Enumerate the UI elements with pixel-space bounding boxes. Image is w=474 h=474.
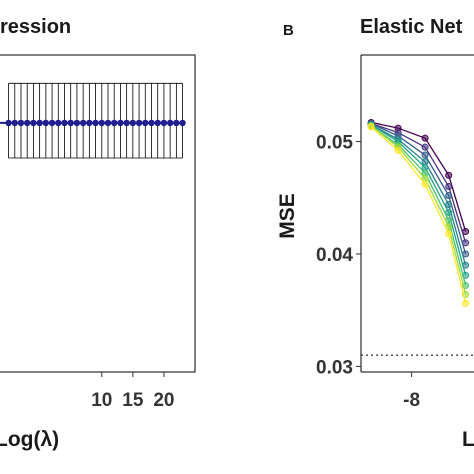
- right-series-point: [445, 230, 453, 238]
- left-mean-point: [24, 119, 31, 127]
- left-panel: ression 10 15 20 Log(λ): [0, 16, 196, 451]
- right-series-point: [445, 171, 453, 179]
- right-series-point: [421, 180, 429, 188]
- right-series-point: [445, 183, 453, 191]
- left-mean-point: [92, 119, 99, 127]
- left-mean-point: [160, 119, 168, 127]
- right-series-point: [421, 134, 429, 142]
- right-x-axis-label: L: [462, 428, 474, 451]
- right-series-point: [421, 169, 429, 177]
- left-mean-point: [154, 119, 161, 127]
- left-x-axis-ticks: 10 15 20: [91, 372, 174, 411]
- left-x-tick-label: 20: [153, 390, 174, 411]
- right-series-line: [370, 125, 467, 295]
- panel-letter-b: B: [283, 22, 294, 39]
- left-mean-point: [111, 119, 118, 127]
- right-y-tick-label: 0.03: [316, 357, 353, 378]
- right-series-group: [367, 118, 470, 307]
- left-mean-point: [86, 119, 93, 127]
- left-mean-point: [148, 119, 155, 127]
- left-x-tick-label: 15: [122, 390, 144, 411]
- left-mean-point: [173, 119, 180, 127]
- left-mean-point: [11, 119, 18, 127]
- left-mean-point: [36, 119, 43, 127]
- right-series-point: [421, 163, 429, 171]
- left-mean-point: [135, 119, 143, 127]
- left-mean-point: [179, 119, 186, 127]
- right-series-point: [421, 143, 429, 151]
- left-mean-point: [73, 119, 81, 127]
- right-y-axis-label: MSE: [276, 193, 299, 239]
- right-series-point: [462, 299, 470, 307]
- left-mean-point: [30, 119, 37, 127]
- left-x-axis-label: Log(λ): [0, 428, 59, 451]
- left-mean-point: [166, 119, 174, 127]
- right-series-point: [445, 192, 453, 200]
- left-mean-point: [61, 119, 68, 127]
- right-series-point: [367, 123, 375, 131]
- left-mean-point: [79, 119, 87, 127]
- left-mean-point: [5, 119, 12, 127]
- right-series-line: [370, 124, 467, 276]
- left-mean-line: [0, 119, 186, 127]
- left-plot-frame: [0, 54, 196, 373]
- right-y-tick-label: 0.05: [316, 133, 353, 154]
- right-x-axis-ticks: -8: [403, 372, 420, 411]
- left-mean-point: [98, 119, 105, 127]
- left-mean-point: [55, 119, 62, 127]
- right-x-tick-label: -8: [403, 390, 420, 411]
- right-series-point: [445, 208, 453, 216]
- right-series-point: [421, 151, 429, 159]
- left-mean-point: [142, 119, 149, 127]
- right-y-tick-label: 0.04: [316, 245, 353, 266]
- right-series-point: [394, 147, 402, 155]
- right-chart-title: Elastic Net: [360, 16, 463, 38]
- left-chart-title: ression: [0, 16, 71, 38]
- left-mean-point: [17, 119, 25, 127]
- right-y-axis-ticks: 0.03 0.04 0.05: [316, 133, 361, 378]
- left-mean-point: [117, 119, 124, 127]
- left-mean-point: [104, 119, 112, 127]
- left-mean-point: [42, 119, 50, 127]
- left-mean-point: [67, 119, 74, 127]
- right-series-point: [421, 158, 429, 166]
- right-series-point: [445, 201, 453, 209]
- left-mean-point: [123, 119, 130, 127]
- left-mean-point: [48, 119, 56, 127]
- right-panel: B Elastic Net 0.03 0.04 0.05 -8 MSE L: [276, 16, 474, 451]
- left-mean-point: [129, 119, 137, 127]
- left-x-tick-label: 10: [91, 390, 112, 411]
